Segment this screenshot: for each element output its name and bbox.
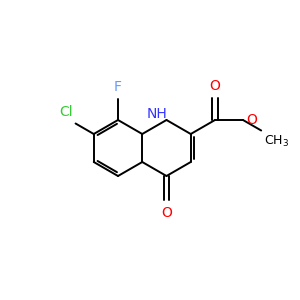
Text: NH: NH [147,107,168,121]
Text: CH$_3$: CH$_3$ [264,134,289,148]
Text: O: O [210,79,220,93]
Text: O: O [161,206,172,220]
Text: Cl: Cl [59,106,73,119]
Text: O: O [246,113,257,127]
Text: F: F [114,80,122,94]
